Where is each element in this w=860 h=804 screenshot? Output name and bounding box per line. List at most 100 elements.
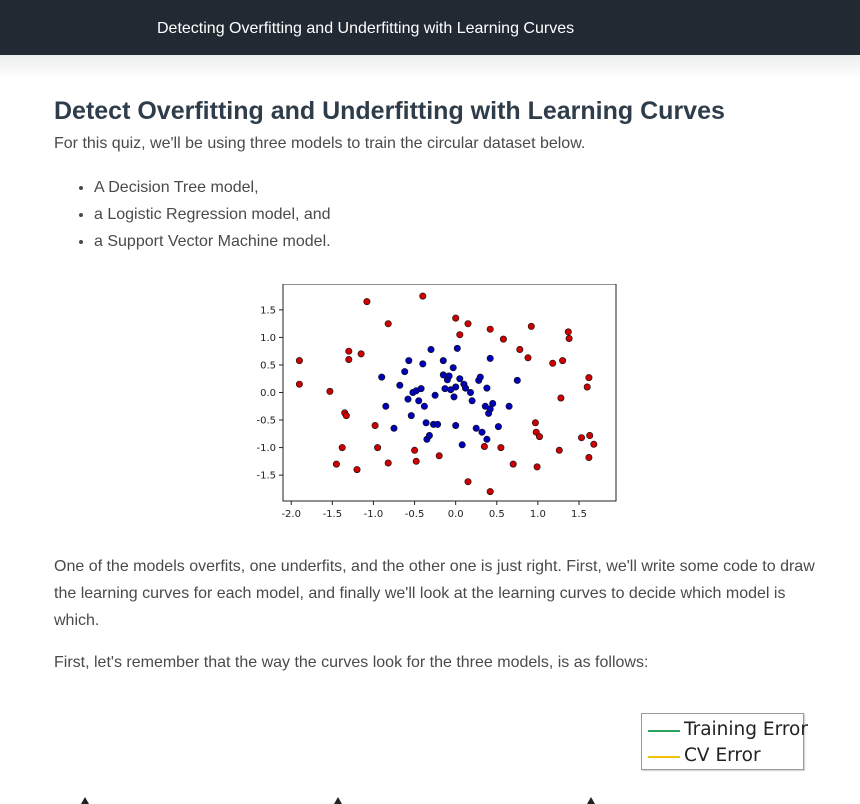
data-point-blue [505,402,513,410]
data-point-red [549,359,557,367]
data-point-red [499,335,507,343]
data-point-blue [468,397,476,405]
model-list-item-logistic-regression: a Logistic Regression model, and [94,201,834,228]
data-point-red [527,322,535,330]
data-point-red [464,320,472,328]
data-point-red [497,444,505,452]
plot-frame [282,283,617,502]
data-point-blue [452,383,460,391]
data-point-blue [425,432,433,440]
y-tick-label: 0.5 [260,360,276,371]
data-point-blue [453,344,461,352]
data-point-blue [494,423,502,431]
x-tick-label: 0.5 [489,509,505,520]
data-point-red [384,320,392,328]
data-point-red [557,394,565,402]
model-list-item-svm: a Support Vector Machine model. [94,228,834,255]
data-point-red [533,463,541,471]
legend-label: Training Error [684,719,808,740]
legend-item-cv-error: CV Error [648,744,803,768]
y-tick-label: -1.0 [256,443,276,454]
data-point-blue [404,395,412,403]
x-tick-label: -0.5 [405,509,425,520]
data-point-blue [420,402,428,410]
data-point-red [509,460,517,468]
circular-dataset-figure: 1.5 1.0 0.5 0.0 -0.5 -1.0 -1.5 -2.0 -1.5 -1.0 -0.… [254,283,624,524]
data-point-red [338,444,346,452]
legend-label: CV Error [684,745,761,766]
data-point-red [363,298,371,306]
data-point-red [585,374,593,382]
y-tick-label: 1.5 [260,305,276,316]
data-point-blue [449,364,457,372]
data-point-red [564,328,572,336]
y-tick-label: 0.0 [260,388,276,399]
model-list-item-decision-tree: A Decision Tree model, [94,174,834,201]
data-point-blue [422,419,430,427]
data-point-red [332,460,340,468]
data-point-red [583,383,591,391]
data-point-blue [467,389,475,397]
data-point-red [524,354,532,362]
data-points [295,292,598,496]
graph-axis-arrow-2 [334,797,342,804]
data-point-blue [456,375,464,383]
data-point-blue [486,354,494,362]
data-point-red [412,457,420,465]
data-point-blue [382,402,390,410]
data-point-red [374,444,382,452]
legend-swatch [648,756,680,758]
data-point-red [345,356,353,364]
data-point-red [590,440,598,448]
data-point-red [586,432,594,440]
data-point-red [345,347,353,355]
data-point-red [371,422,379,430]
data-point-blue [390,424,398,432]
data-point-red [559,357,567,365]
data-point-red [411,446,419,454]
y-tick-label: 1.0 [260,333,276,344]
data-point-blue [415,397,423,405]
data-point-blue [483,435,491,443]
data-point-blue [419,360,427,368]
x-tick-label: 1.0 [530,509,546,520]
data-point-blue [478,428,486,436]
description-paragraph: One of the models overfits, one underfit… [54,558,815,629]
data-point-blue [417,385,425,393]
data-point-blue [483,384,491,392]
data-point-red [486,488,494,496]
x-tick-label: 0.0 [448,509,464,520]
data-point-red [452,314,460,322]
data-point-red [357,350,365,358]
data-point-blue [450,393,458,401]
data-point-red [480,443,488,451]
data-point-red [326,387,334,395]
graph-axis-arrow-1 [81,797,89,804]
data-point-blue [439,357,447,365]
data-point-blue [396,381,404,389]
y-axis-ticks: 1.5 1.0 0.5 0.0 -0.5 -1.0 -1.5 [256,305,283,482]
data-point-red [353,466,361,474]
lesson-content: Detect Overfitting and Underfitting with… [54,95,834,255]
data-point-blue [405,357,413,365]
data-point-red [486,325,494,333]
data-point-red [516,345,524,353]
lesson-title: Detecting Overfitting and Underfitting w… [157,20,575,37]
intro-text: For this quiz, we'll be using three mode… [54,135,586,152]
data-point-blue [462,384,470,392]
model-list: A Decision Tree model, a Logistic Regres… [54,174,834,255]
data-point-red [435,452,443,460]
page-title: Detect Overfitting and Underfitting with… [54,97,725,125]
x-axis-ticks: -2.0 -1.5 -1.0 -0.5 0.0 0.5 1.0 1.5 [281,501,587,520]
data-point-blue [378,373,386,381]
data-point-red [456,331,464,339]
data-point-red [535,433,543,441]
x-tick-label: -1.5 [323,509,343,520]
x-tick-label: -2.0 [281,509,301,520]
graph-axis-arrow-3 [587,797,595,804]
data-point-red [555,446,563,454]
y-tick-label: -1.5 [256,471,276,482]
data-point-red [295,380,303,388]
data-point-blue [407,412,415,420]
data-point-blue [427,345,435,353]
